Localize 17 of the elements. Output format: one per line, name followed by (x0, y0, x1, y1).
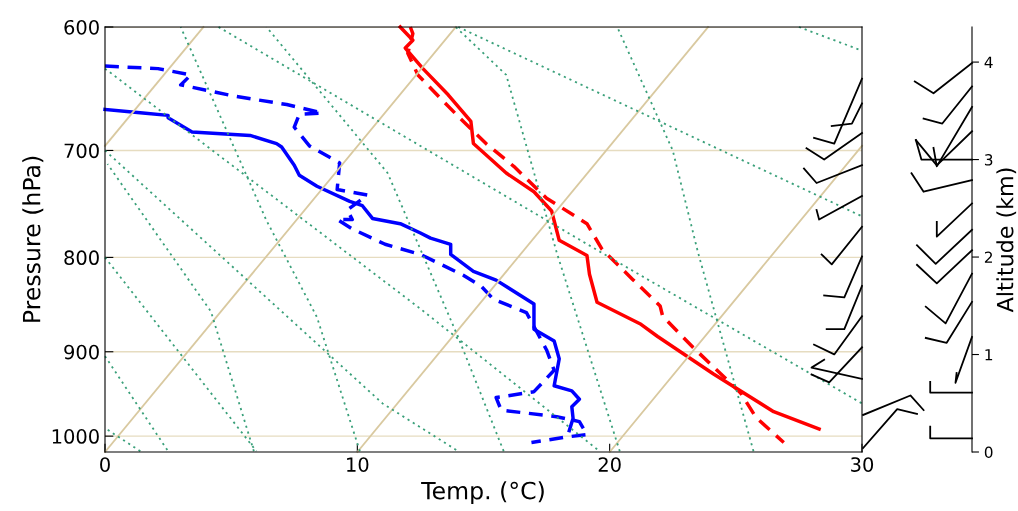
x-tick-label: 0 (100, 457, 110, 472)
x-tick-label: 30 (851, 457, 874, 472)
y-tick-label: 900 (64, 344, 99, 360)
y2-tick-label: 4 (984, 56, 993, 68)
y2-tick-label: 3 (984, 154, 993, 166)
y2-tick-label: 2 (984, 251, 992, 263)
y-axis-title: Pressure (hPa) (22, 156, 44, 322)
x-tick-label: 20 (598, 457, 621, 472)
x-axis-title: Temp. (°C) (421, 481, 544, 505)
y-tick-label: 600 (64, 19, 99, 35)
y-tick-label: 700 (64, 143, 99, 159)
y2-tick-label: 0 (984, 446, 993, 459)
y2-tick-label: 1 (985, 349, 993, 361)
x-tick-label: 10 (347, 457, 369, 472)
y2-axis-title: Altitude (km) (996, 168, 1017, 313)
y-tick-label: 800 (64, 250, 99, 266)
y-tick-label: 1000 (52, 429, 99, 444)
